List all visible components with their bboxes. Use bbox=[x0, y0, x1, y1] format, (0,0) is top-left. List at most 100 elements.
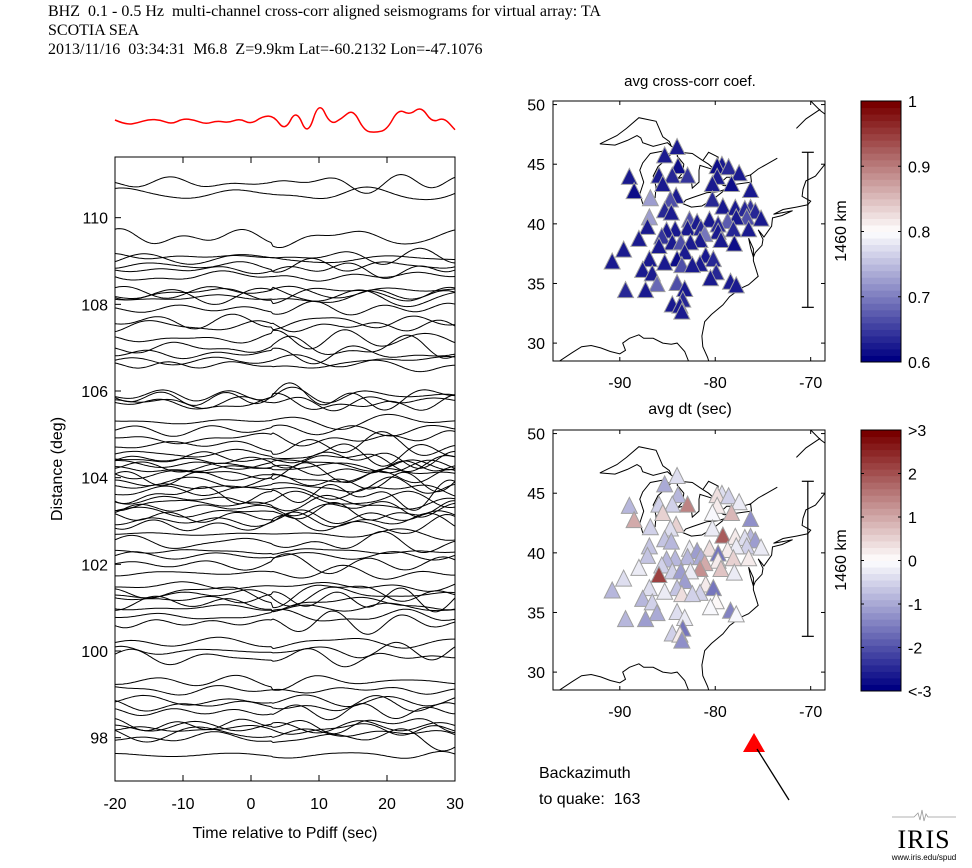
station-triangle bbox=[653, 174, 672, 192]
colorbar-step bbox=[861, 651, 901, 659]
seismogram-trace bbox=[115, 443, 455, 467]
colorbar-step bbox=[861, 436, 901, 444]
map-y-tick-label: 50 bbox=[527, 427, 545, 444]
colorbar-tick-label: -2 bbox=[908, 641, 922, 658]
seismogram-trace bbox=[115, 728, 455, 752]
seismogram-trace bbox=[115, 319, 455, 333]
seismogram-trace bbox=[115, 247, 455, 265]
coastline bbox=[599, 117, 672, 147]
station-triangle bbox=[655, 474, 674, 493]
map1-scale-label: 1460 km bbox=[833, 200, 850, 261]
seismogram-trace bbox=[115, 430, 455, 447]
colorbar-step bbox=[861, 475, 901, 483]
map1-title: avg cross-corr coef. bbox=[624, 73, 756, 90]
seismogram-trace bbox=[115, 641, 455, 661]
colorbar-step bbox=[861, 684, 901, 692]
seismogram-trace bbox=[115, 460, 455, 476]
colorbar-step bbox=[861, 342, 901, 350]
colorbar-step bbox=[861, 355, 901, 363]
map-y-tick-label: 50 bbox=[527, 98, 545, 115]
map-y-tick-label: 30 bbox=[527, 665, 545, 682]
colorbar-cross-corr: 0.6 0.7 0.8 0.9 1 bbox=[860, 94, 930, 372]
station-triangle bbox=[620, 167, 639, 185]
backazimuth-indicator bbox=[743, 733, 790, 801]
map-x-tick-label: -70 bbox=[799, 375, 822, 392]
colorbar-step bbox=[861, 185, 901, 193]
y-axis-label: Distance (deg) bbox=[49, 417, 66, 521]
backazimuth-arrow-line bbox=[756, 748, 790, 801]
colorbar-step bbox=[861, 140, 901, 148]
station-triangle bbox=[638, 217, 657, 235]
map-dt-panel: -90 -80 -70 30 35 40 45 50 1460 km <-3 -2 -1 0 1 2 >3 bbox=[527, 423, 931, 721]
station-triangle bbox=[640, 249, 659, 268]
colorbar-tick-label: 0.9 bbox=[908, 159, 930, 176]
seismogram-trace bbox=[115, 392, 455, 411]
map-y-tick-label: 30 bbox=[527, 336, 545, 353]
station-triangle bbox=[701, 597, 720, 616]
colorbar-step bbox=[861, 456, 901, 464]
seismogram-trace bbox=[115, 345, 455, 365]
map-x-tick-label: -70 bbox=[799, 704, 822, 721]
iris-url[interactable]: www.iris.edu/spud bbox=[891, 853, 957, 862]
seismogram-trace bbox=[115, 718, 455, 735]
colorbar-step bbox=[861, 606, 901, 614]
station-triangle bbox=[712, 230, 730, 249]
seismogram-trace bbox=[115, 270, 455, 282]
station-triangle bbox=[648, 603, 666, 622]
iris-logo[interactable]: IRIS www.iris.edu/spud bbox=[884, 808, 964, 862]
station-triangle bbox=[712, 559, 730, 578]
colorbar-step bbox=[861, 290, 901, 298]
map1-frame bbox=[552, 100, 826, 362]
colorbar-step bbox=[861, 462, 901, 470]
station-triangle bbox=[727, 604, 746, 623]
seismogram-trace bbox=[115, 726, 455, 743]
station-triangle bbox=[739, 548, 758, 567]
colorbar-step bbox=[861, 205, 901, 213]
station-triangle bbox=[752, 208, 770, 227]
station-triangle bbox=[648, 274, 666, 293]
map1-stations bbox=[603, 137, 770, 320]
station-triangle bbox=[719, 486, 738, 505]
seismogram-trace bbox=[115, 453, 455, 472]
seismogram-trace bbox=[115, 548, 455, 555]
station-triangle bbox=[630, 229, 648, 247]
colorbar-step bbox=[861, 658, 901, 666]
seismogram-trace bbox=[115, 173, 455, 194]
seismogram-trace bbox=[115, 602, 455, 612]
colorbar-step bbox=[861, 430, 901, 438]
station-triangle bbox=[722, 174, 741, 192]
station-triangle bbox=[673, 301, 691, 320]
station-triangle bbox=[668, 602, 686, 620]
seismogram-traces bbox=[115, 173, 455, 759]
colorbar-tick-label: -1 bbox=[908, 597, 922, 614]
seismogram-trace bbox=[115, 694, 455, 708]
iris-logo-text: IRIS bbox=[897, 825, 951, 854]
seismogram-trace bbox=[115, 528, 455, 541]
colorbar-tick-label: <-3 bbox=[908, 684, 932, 701]
station-triangle bbox=[668, 137, 686, 156]
seismogram-trace bbox=[115, 720, 455, 734]
map2-stations bbox=[603, 466, 770, 649]
station-triangle bbox=[700, 210, 719, 228]
x-tick-label: -10 bbox=[171, 796, 194, 813]
map-x-tick-label: -80 bbox=[704, 375, 727, 392]
station-triangle bbox=[691, 230, 709, 249]
colorbar-step bbox=[861, 251, 901, 259]
colorbar-tick-label: 1 bbox=[908, 510, 917, 527]
colorbar-step bbox=[861, 501, 901, 509]
colorbar-tick-label: 0.8 bbox=[908, 225, 930, 242]
y-tick-label: 98 bbox=[90, 731, 108, 748]
station-triangle bbox=[678, 218, 697, 237]
x-tick-label: 20 bbox=[378, 796, 396, 813]
seismogram-trace bbox=[115, 490, 455, 508]
coastline bbox=[810, 430, 825, 444]
title-line-1: BHZ 0.1 - 0.5 Hz multi-channel cross-cor… bbox=[48, 3, 601, 20]
coastline bbox=[599, 446, 672, 476]
seismogram-trace bbox=[115, 608, 455, 622]
station-triangle bbox=[678, 166, 697, 184]
title-line-region: SCOTIA SEA bbox=[48, 22, 140, 39]
coastline bbox=[810, 101, 825, 115]
seismogram-trace bbox=[115, 285, 455, 299]
colorbar-step bbox=[861, 114, 901, 122]
colorbar-step bbox=[861, 547, 901, 555]
